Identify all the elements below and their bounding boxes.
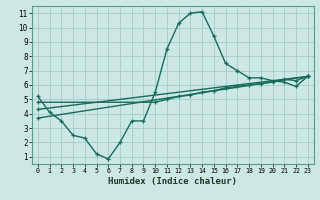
X-axis label: Humidex (Indice chaleur): Humidex (Indice chaleur) — [108, 177, 237, 186]
